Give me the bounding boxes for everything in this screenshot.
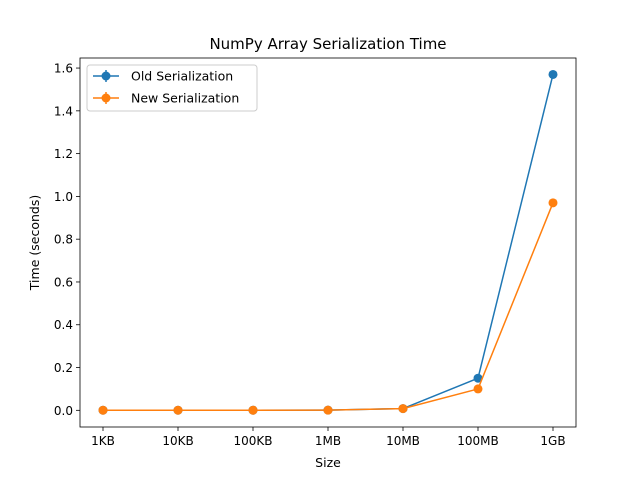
legend-label: Old Serialization <box>131 69 233 84</box>
legend-frame <box>86 64 258 112</box>
series-2-point <box>473 384 483 394</box>
legend-marker <box>101 71 111 81</box>
y-tick-label: 1.0 <box>54 190 73 204</box>
y-tick-label: 1.6 <box>54 62 73 76</box>
y-tick-label: 0.0 <box>54 404 73 418</box>
y-tick-label: 0.2 <box>54 361 73 375</box>
legend-label: New Serialization <box>131 91 239 106</box>
y-axis-label: Time (seconds) <box>27 195 42 291</box>
x-axis-label: Size <box>315 455 341 470</box>
x-tick-label: 1KB <box>91 434 115 448</box>
x-axis-ticks: 1KB 10KB 100KB 1MB 10MB 100MB 1GB <box>91 427 566 448</box>
y-tick-label: 0.8 <box>54 233 73 247</box>
series-2-point <box>398 404 408 414</box>
y-tick-label: 0.4 <box>54 318 73 332</box>
series-2-point <box>248 405 258 415</box>
x-tick-label: 100MB <box>457 434 499 448</box>
series-1-point <box>473 373 483 383</box>
legend-items: Old Serialization New Serialization <box>93 69 239 106</box>
x-tick-label: 10MB <box>386 434 420 448</box>
series-2-point <box>173 405 183 415</box>
y-tick-label: 1.2 <box>54 147 73 161</box>
x-tick-label: 10KB <box>162 434 193 448</box>
series-2-point <box>548 198 558 208</box>
x-tick-label: 1MB <box>315 434 341 448</box>
x-tick-label: 1GB <box>540 434 565 448</box>
legend: Old Serialization New Serialization <box>86 64 258 112</box>
series-2-point <box>323 405 333 415</box>
x-tick-label: 100KB <box>233 434 272 448</box>
chart-title: NumPy Array Serialization Time <box>209 35 446 53</box>
y-axis-ticks: 0.0 0.2 0.4 0.6 0.8 1.0 1.2 1.4 1.6 <box>54 62 80 418</box>
series-layer <box>98 69 558 415</box>
legend-marker <box>101 93 111 103</box>
series-2-point <box>98 405 108 415</box>
y-tick-label: 0.6 <box>54 275 73 289</box>
series-1-point <box>548 69 558 79</box>
y-tick-label: 1.4 <box>54 104 73 118</box>
